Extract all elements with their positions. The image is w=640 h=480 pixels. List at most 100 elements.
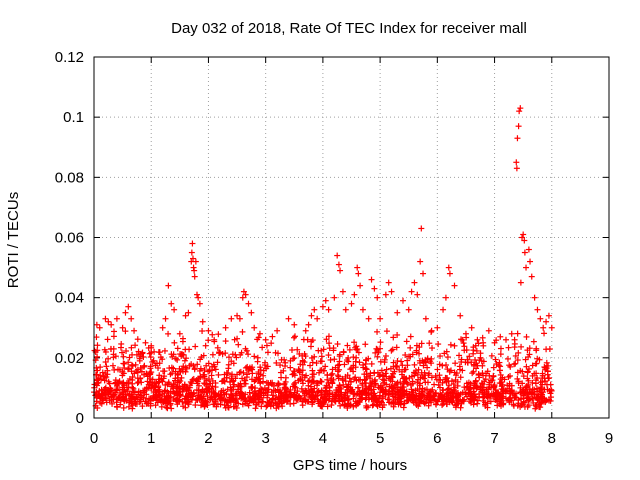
- roti-point: [374, 328, 381, 335]
- roti-point: [208, 394, 215, 401]
- roti-point: [174, 345, 181, 352]
- roti-point: [346, 375, 353, 382]
- roti-point: [487, 398, 494, 405]
- roti-point: [163, 404, 170, 411]
- roti-point: [355, 349, 362, 356]
- roti-point: [443, 362, 450, 369]
- roti-point: [133, 351, 140, 358]
- roti-point: [266, 400, 273, 407]
- roti-point: [305, 378, 312, 385]
- roti-point: [278, 399, 285, 406]
- roti-point: [325, 333, 332, 340]
- roti-point: [183, 365, 190, 372]
- roti-point: [100, 397, 107, 404]
- roti-point: [222, 338, 229, 345]
- roti-point: [206, 380, 213, 387]
- roti-point: [270, 392, 277, 399]
- roti-point: [445, 382, 452, 389]
- roti-point: [412, 370, 419, 377]
- roti-point: [546, 375, 553, 382]
- roti-point: [353, 343, 360, 350]
- x-tick-label: 9: [605, 430, 613, 447]
- roti-point: [315, 347, 322, 354]
- roti-point: [341, 402, 348, 409]
- roti-point: [219, 350, 226, 357]
- roti-point: [362, 341, 369, 348]
- roti-point: [415, 396, 422, 403]
- roti-point: [453, 370, 460, 377]
- roti-point: [188, 249, 195, 256]
- roti-point: [291, 334, 298, 341]
- roti-point: [201, 403, 208, 410]
- roti-point: [305, 321, 312, 328]
- roti-point: [376, 392, 383, 399]
- roti-point: [170, 396, 177, 403]
- roti-point: [529, 386, 536, 393]
- roti-point: [177, 369, 184, 376]
- roti-point: [439, 386, 446, 393]
- roti-point: [176, 330, 183, 337]
- roti-point: [291, 333, 298, 340]
- roti-point: [174, 389, 181, 396]
- roti-point: [344, 342, 351, 349]
- roti-point: [530, 338, 537, 345]
- roti-point: [174, 379, 181, 386]
- roti-point: [167, 371, 174, 378]
- roti-point: [383, 366, 390, 373]
- roti-point: [110, 333, 117, 340]
- x-tick-label: 4: [319, 430, 327, 447]
- roti-point: [263, 403, 270, 410]
- roti-point: [216, 349, 223, 356]
- roti-point: [291, 321, 298, 328]
- roti-point: [309, 401, 316, 408]
- roti-point: [309, 359, 316, 366]
- roti-point: [244, 363, 251, 370]
- roti-point: [99, 369, 106, 376]
- roti-point: [351, 291, 358, 298]
- roti-point: [123, 347, 130, 354]
- roti-point: [105, 378, 112, 385]
- roti-point: [287, 400, 294, 407]
- roti-point: [468, 396, 475, 403]
- roti-point: [432, 401, 439, 408]
- roti-point: [541, 330, 548, 337]
- x-tick-label: 3: [261, 430, 269, 447]
- roti-point: [470, 350, 477, 357]
- roti-point: [232, 391, 239, 398]
- roti-point: [379, 386, 386, 393]
- roti-point: [199, 318, 206, 325]
- roti-point: [433, 376, 440, 383]
- roti-point: [370, 392, 377, 399]
- roti-point: [496, 359, 503, 366]
- roti-point: [443, 401, 450, 408]
- roti-point: [506, 380, 513, 387]
- roti-point: [276, 394, 283, 401]
- roti-point: [361, 377, 368, 384]
- roti-point: [470, 368, 477, 375]
- roti-point: [533, 370, 540, 377]
- roti-point: [205, 337, 212, 344]
- roti-point: [182, 400, 189, 407]
- roti-point: [327, 356, 334, 363]
- roti-point: [398, 358, 405, 365]
- roti-point: [221, 377, 228, 384]
- roti-point: [142, 339, 149, 346]
- roti-point: [165, 330, 172, 337]
- roti-point: [118, 340, 125, 347]
- roti-point: [425, 402, 432, 409]
- roti-point: [299, 398, 306, 405]
- roti-point: [515, 378, 522, 385]
- roti-point: [129, 384, 136, 391]
- roti-point: [91, 347, 98, 354]
- roti-point: [129, 405, 136, 412]
- roti-point: [388, 373, 395, 380]
- roti-point: [521, 249, 528, 256]
- roti-point: [146, 350, 153, 357]
- roti-point: [137, 389, 144, 396]
- roti-point: [310, 371, 317, 378]
- roti-point: [408, 373, 415, 380]
- roti-point: [447, 341, 454, 348]
- roti-point: [377, 398, 384, 405]
- roti-point: [491, 339, 498, 346]
